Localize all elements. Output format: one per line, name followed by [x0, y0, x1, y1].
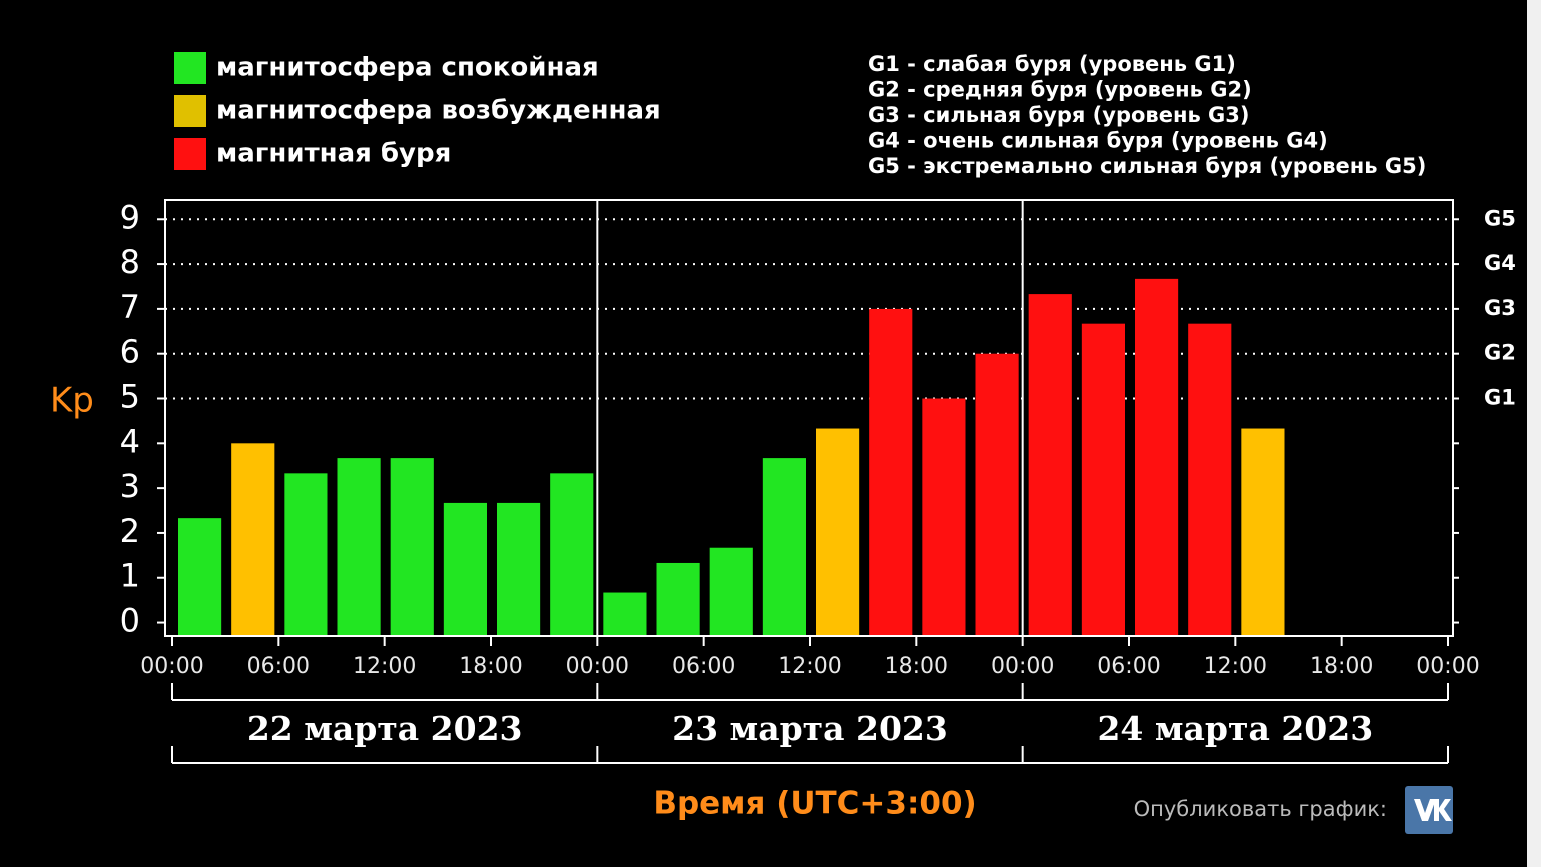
x-tick-label: 18:00 [885, 654, 948, 679]
y-tick-label: 9 [120, 198, 140, 236]
y-axis-title: Kp [50, 381, 94, 421]
x-tick-label: 00:00 [566, 654, 629, 679]
bar [656, 562, 700, 636]
y-tick-label: 1 [120, 557, 140, 595]
bar [762, 458, 806, 636]
bar [603, 592, 647, 636]
x-tick-label: 12:00 [353, 654, 416, 679]
x-tick-label: 06:00 [672, 654, 735, 679]
bar [284, 473, 328, 636]
x-tick-label: 00:00 [991, 654, 1054, 679]
bar [1028, 294, 1072, 636]
bar [709, 547, 753, 636]
y2-tick-label: G5 [1484, 206, 1516, 230]
y-tick-label: 5 [120, 378, 140, 416]
bar [869, 308, 913, 636]
storm-level: G1 - слабая буря (уровень G1) [868, 52, 1236, 76]
legend-swatch [174, 95, 206, 127]
bar [1241, 428, 1285, 636]
y-tick-label: 6 [120, 333, 140, 371]
bar [337, 458, 381, 636]
storm-level: G5 - экстремально сильная буря (уровень … [868, 154, 1426, 178]
legend-swatch [174, 138, 206, 170]
page-edge [1527, 0, 1541, 867]
x-tick-label: 00:00 [140, 654, 203, 679]
bar [1188, 323, 1232, 636]
bar [550, 473, 594, 636]
bar [816, 428, 860, 636]
y-tick-label: 3 [120, 467, 140, 505]
bar [1135, 278, 1179, 636]
y-tick-label: 8 [120, 243, 140, 281]
x-tick-label: 00:00 [1416, 654, 1479, 679]
storm-level: G3 - сильная буря (уровень G3) [868, 103, 1250, 127]
bar [975, 353, 1019, 636]
x-tick-label: 06:00 [1097, 654, 1160, 679]
date-label: 23 марта 2023 [672, 709, 948, 748]
y2-tick-label: G3 [1484, 296, 1516, 320]
date-label: 24 марта 2023 [1097, 709, 1373, 748]
legend-label: магнитная буря [216, 139, 451, 169]
y2-tick-label: G1 [1484, 386, 1516, 410]
bar [497, 502, 541, 636]
x-tick-label: 12:00 [778, 654, 841, 679]
x-tick-label: 18:00 [1310, 654, 1373, 679]
bar [178, 518, 222, 636]
bar [390, 458, 434, 636]
x-axis-title: Время (UTC+3:00) [653, 786, 976, 822]
bar [1081, 323, 1125, 636]
y-tick-label: 2 [120, 512, 140, 550]
y-tick-label: 4 [120, 422, 140, 460]
x-tick-label: 06:00 [247, 654, 310, 679]
date-label: 22 марта 2023 [247, 709, 523, 748]
x-tick-label: 18:00 [459, 654, 522, 679]
legend-swatch [174, 52, 206, 84]
x-tick-label: 12:00 [1204, 654, 1267, 679]
bar [231, 443, 275, 636]
vk-logo [1414, 799, 1452, 821]
y-tick-label: 0 [120, 602, 140, 640]
legend-label: магнитосфера спокойная [216, 53, 599, 83]
legend-label: магнитосфера возбужденная [216, 96, 661, 126]
y2-tick-label: G4 [1484, 251, 1516, 275]
storm-level: G2 - средняя буря (уровень G2) [868, 78, 1252, 102]
y-tick-label: 7 [120, 288, 140, 326]
share-label: Опубликовать график: [1134, 797, 1387, 821]
y2-tick-label: G2 [1484, 341, 1516, 365]
bar [443, 502, 487, 636]
storm-level: G4 - очень сильная буря (уровень G4) [868, 129, 1328, 153]
bar [922, 398, 966, 636]
